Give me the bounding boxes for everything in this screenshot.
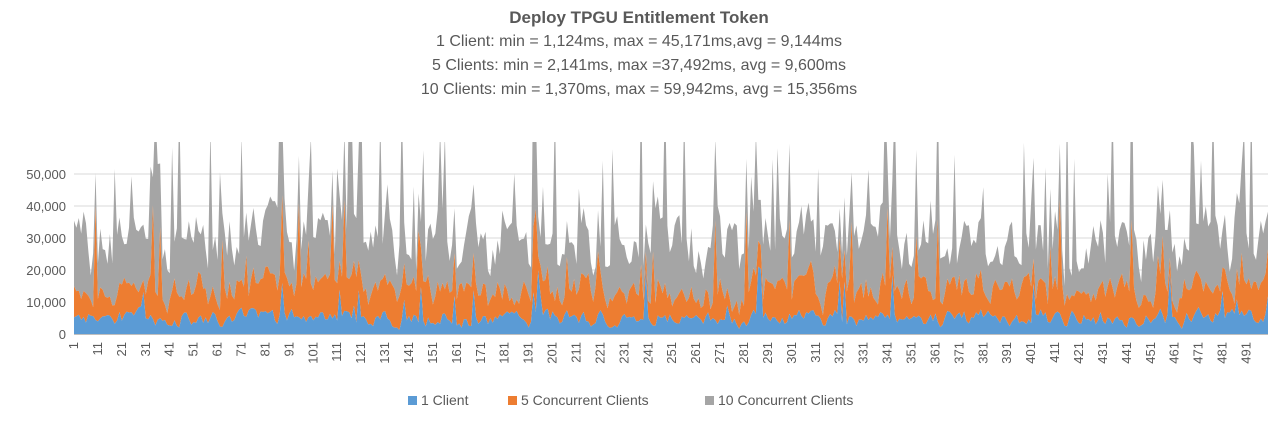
y-tick-label: 30,000	[26, 231, 66, 246]
x-tick-label: 441	[1119, 342, 1134, 364]
x-tick-label: 191	[521, 342, 536, 364]
x-tick-label: 351	[903, 342, 918, 364]
x-tick-label: 31	[138, 342, 153, 356]
x-tick-label: 341	[880, 342, 895, 364]
x-tick-label: 361	[927, 342, 942, 364]
x-tick-label: 21	[114, 342, 129, 356]
x-tick-label: 181	[497, 342, 512, 364]
x-tick-label: 121	[353, 342, 368, 364]
x-tick-label: 381	[975, 342, 990, 364]
x-tick-label: 151	[425, 342, 440, 364]
y-tick-label: 0	[59, 327, 66, 342]
x-tick-label: 391	[999, 342, 1014, 364]
x-tick-label: 1	[66, 342, 81, 349]
area-1-client	[74, 266, 1268, 334]
x-tick-label: 161	[449, 342, 464, 364]
legend-label: 10 Concurrent Clients	[718, 392, 853, 408]
x-tick-label: 71	[233, 342, 248, 356]
y-tick-label: 50,000	[26, 167, 66, 182]
x-tick-label: 231	[616, 342, 631, 364]
y-tick-label: 20,000	[26, 263, 66, 278]
legend-label: 5 Concurrent Clients	[521, 392, 649, 408]
x-tick-label: 241	[640, 342, 655, 364]
x-tick-label: 401	[1023, 342, 1038, 364]
x-tick-label: 461	[1167, 342, 1182, 364]
x-tick-label: 111	[329, 342, 344, 362]
x-tick-label: 141	[401, 342, 416, 364]
stacked-areas	[74, 142, 1268, 334]
x-tick-label: 331	[856, 342, 871, 364]
area-10-concurrent-clients	[74, 142, 1268, 316]
x-tick-label: 471	[1191, 342, 1206, 364]
legend-swatch	[408, 396, 417, 405]
x-tick-label: 11	[90, 342, 105, 356]
x-tick-label: 431	[1095, 342, 1110, 364]
x-tick-label: 261	[688, 342, 703, 364]
x-tick-label: 451	[1143, 342, 1158, 364]
legend-swatch	[705, 396, 714, 405]
x-tick-label: 221	[592, 342, 607, 364]
chart-subtitle-10-clients: 10 Clients: min = 1,370ms, max = 59,942m…	[420, 81, 858, 98]
chart-subtitle-5-clients: 5 Clients: min = 2,141ms, max =37,492ms,…	[432, 57, 846, 74]
x-tick-label: 291	[760, 342, 775, 364]
x-tick-label: 61	[210, 342, 225, 356]
x-tick-label: 211	[568, 342, 583, 363]
x-tick-label: 41	[162, 342, 177, 356]
x-tick-label: 301	[784, 342, 799, 364]
x-tick-label: 51	[186, 342, 201, 356]
y-tick-label: 10,000	[26, 295, 66, 310]
x-tick-label: 171	[473, 342, 488, 364]
x-tick-label: 251	[664, 342, 679, 364]
area-5-concurrent-clients	[74, 195, 1268, 331]
x-tick-label: 101	[305, 342, 320, 364]
x-tick-label: 201	[545, 342, 560, 364]
x-tick-label: 91	[281, 342, 296, 356]
legend-swatch	[508, 396, 517, 405]
legend: 1 Client 5 Concurrent Clients 10 Concurren…	[408, 392, 853, 408]
x-tick-label: 311	[808, 342, 823, 363]
x-tick-label: 281	[736, 342, 751, 364]
x-tick-label: 481	[1215, 342, 1230, 364]
x-tick-label: 271	[712, 342, 727, 364]
x-tick-label: 81	[257, 342, 272, 356]
y-tick-label: 40,000	[26, 199, 66, 214]
x-tick-label: 131	[377, 342, 392, 364]
chart-title: Deploy TPGU Entitlement Token	[509, 8, 769, 27]
x-tick-label: 491	[1238, 342, 1253, 364]
x-tick-label: 321	[832, 342, 847, 364]
x-tick-label: 371	[951, 342, 966, 364]
chart-subtitle-1-client: 1 Client: min = 1,124ms, max = 45,171ms,…	[436, 33, 842, 50]
x-tick-label: 421	[1071, 342, 1086, 364]
legend-label: 1 Client	[421, 392, 469, 408]
x-tick-label: 411	[1047, 342, 1062, 363]
chart-title-block: Deploy TPGU Entitlement Token 1 Client: …	[0, 6, 1278, 102]
